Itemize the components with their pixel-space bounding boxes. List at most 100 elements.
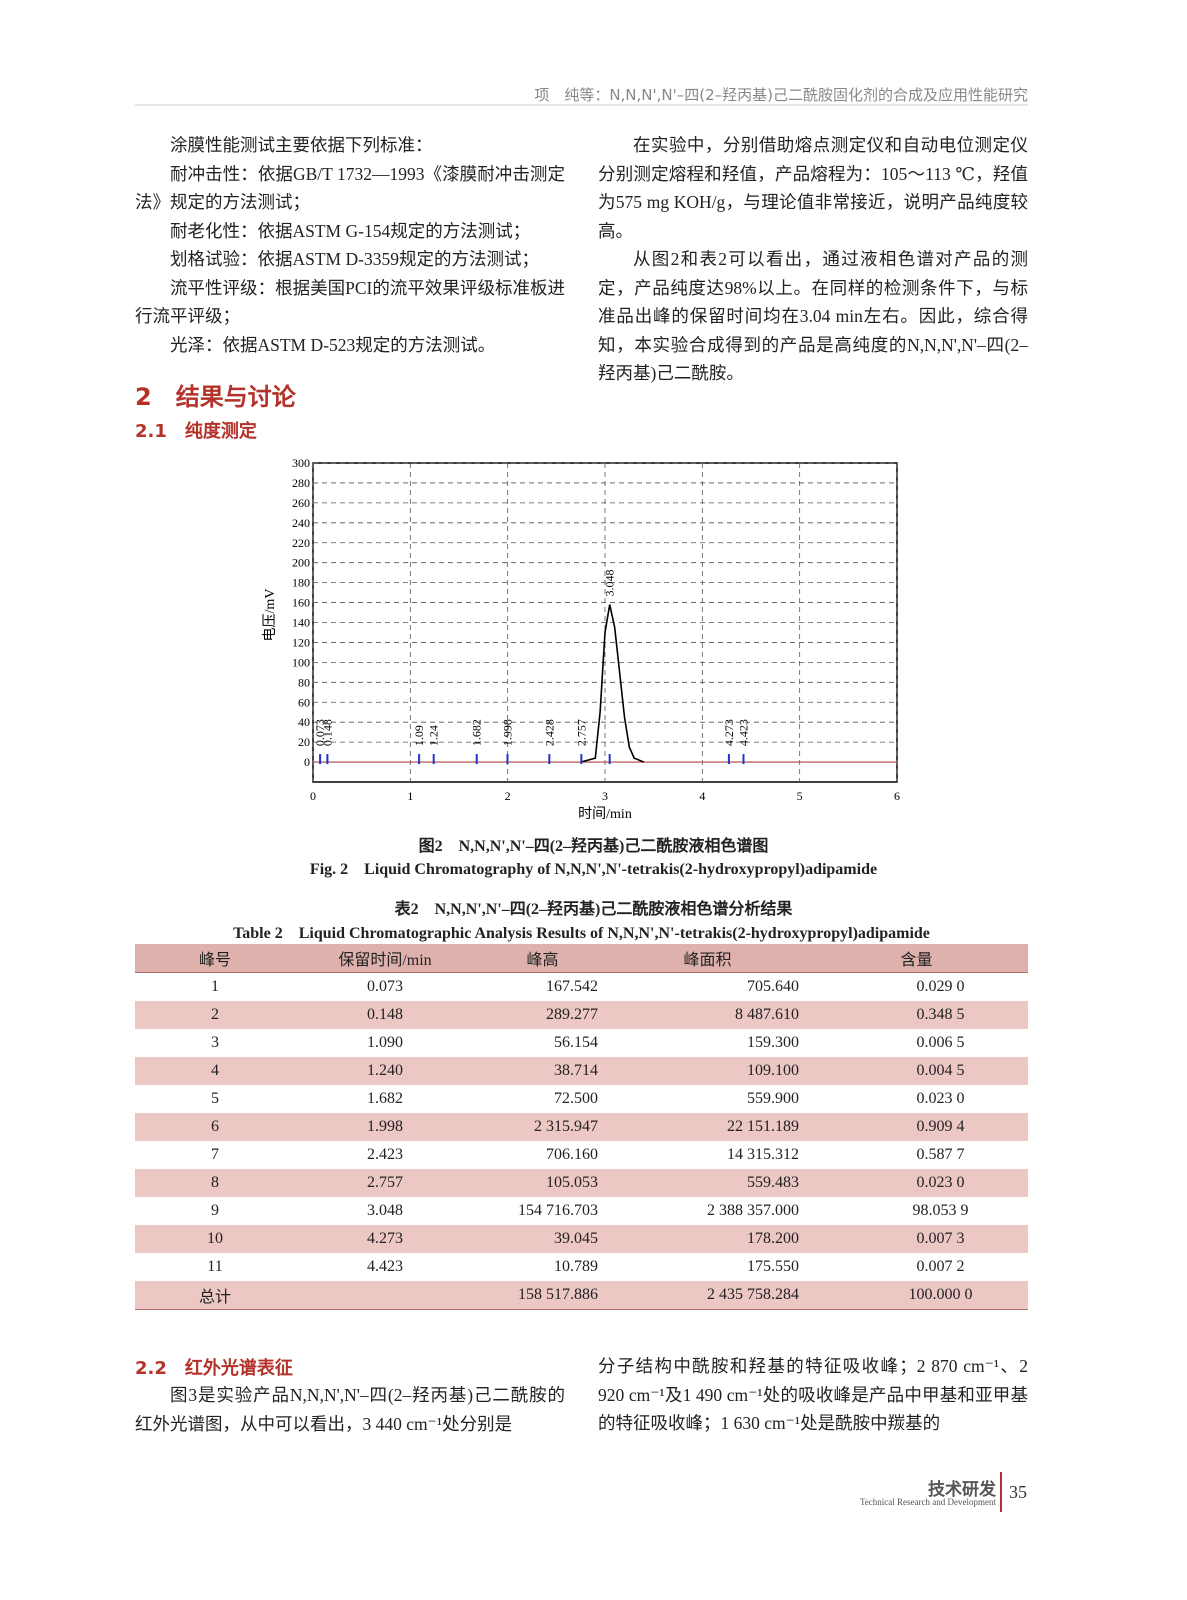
- peak-label: 2.428: [542, 719, 556, 746]
- table-cell: 5: [211, 1090, 219, 1107]
- x-tick-label: 4: [699, 789, 705, 803]
- results-table: 峰号 保留时间/min 峰高 峰面积 含量 1 0.073 167.542 705.640 0.…: [135, 944, 1028, 1310]
- y-tick-label: 140: [292, 616, 310, 630]
- table-cell: 10.789: [554, 1258, 598, 1275]
- table-cell: 0.006 5: [916, 1034, 965, 1051]
- right-column: 在实验中，分别借助熔点测定仪和自动电位测定仪分别测定熔程和羟值，产品熔程为：10…: [598, 131, 1028, 388]
- table-cell: 100.000 0: [805, 1281, 1028, 1310]
- x-tick-label: 0: [310, 789, 316, 803]
- subsection-heading: 2.2 红外光谱表征: [135, 1358, 293, 1379]
- table-cell: 154 716.703: [518, 1202, 598, 1219]
- table-row: 2 0.148 289.277 8 487.610 0.348 5: [135, 1001, 1028, 1029]
- table-cell: 8: [135, 1169, 295, 1197]
- subsection-heading: 2.1 纯度测定: [135, 421, 257, 442]
- paragraph: 在实验中，分别借助熔点测定仪和自动电位测定仪分别测定熔程和羟值，产品熔程为：10…: [598, 135, 1028, 241]
- table-cell: 109.100: [610, 1057, 805, 1085]
- column-header: 峰号: [135, 944, 295, 973]
- table-caption-cn: 表2 N,N,N',N'–四(2–羟丙基)己二酰胺液相色谱分析结果: [394, 901, 793, 918]
- table-cell: 11: [207, 1258, 223, 1275]
- x-tick-label: 2: [505, 789, 511, 803]
- table-cell: 0.023 0: [916, 1090, 965, 1107]
- y-tick-label: 160: [292, 596, 310, 610]
- table-cell: 0.587 7: [916, 1146, 965, 1163]
- table-cell: 178.200: [610, 1225, 805, 1253]
- figure-caption-cn: 图2 N,N,N',N'–四(2–羟丙基)己二酰胺液相色谱图: [418, 838, 769, 855]
- paragraph: 光泽：依据ASTM D-523规定的方法测试。: [170, 334, 496, 355]
- peak-label: 1.682: [470, 719, 484, 746]
- table-row: 11 4.423 10.789 175.550 0.007 2: [135, 1253, 1028, 1281]
- paragraph: 流平性评级：根据美国PCI的流平效果评级标准板进行流平评级；: [135, 277, 565, 327]
- table-cell: 2: [135, 1001, 295, 1029]
- x-tick-label: 5: [797, 789, 803, 803]
- table-cell: 10: [135, 1225, 295, 1253]
- table-cell: 0.007 3: [805, 1225, 1028, 1253]
- y-tick-label: 240: [292, 516, 310, 530]
- table-row: 4 1.240 38.714 109.100 0.004 5: [135, 1057, 1028, 1085]
- y-axis-label: 电压/mV: [262, 589, 278, 642]
- left-column: 涂膜性能测试主要依据下列标准： 耐冲击性：依据GB/T 1732—1993《漆膜耐…: [135, 131, 565, 359]
- y-tick-label: 20: [298, 735, 310, 749]
- paragraph: 耐老化性：依据ASTM G-154规定的方法测试；: [170, 220, 531, 241]
- table-cell: 159.300: [747, 1034, 799, 1051]
- peak-label: 1.09: [412, 725, 426, 746]
- table-cell: 72.500: [554, 1090, 598, 1107]
- table-cell: 4.273: [295, 1225, 475, 1253]
- running-title: 项 纯等：N,N,N',N'–四(2–羟丙基)己二酰胺固化剂的合成及应用性能研究: [534, 86, 1028, 104]
- table-cell: 0.004 5: [805, 1057, 1028, 1085]
- table-cell: 14 315.312: [727, 1146, 799, 1163]
- table-cell: 105.053: [475, 1169, 610, 1197]
- table-cell: 158 517.886: [475, 1281, 610, 1310]
- peak-label: 0.073: [313, 719, 327, 746]
- table-cell: 22 151.189: [610, 1113, 805, 1141]
- paragraph: 分子结构中酰胺和羟基的特征吸收峰；2 870 cm⁻¹、2 920 cm⁻¹及1…: [598, 1356, 1028, 1433]
- table-cell: 6: [135, 1113, 295, 1141]
- right-column: 分子结构中酰胺和羟基的特征吸收峰；2 870 cm⁻¹、2 920 cm⁻¹及1…: [598, 1352, 1028, 1438]
- paragraph: 划格试验：依据ASTM D-3359规定的方法测试；: [170, 249, 539, 269]
- table-cell: 4: [135, 1057, 295, 1085]
- peak-label: 2.757: [574, 719, 588, 746]
- table-cell: 3: [211, 1034, 219, 1051]
- table-row: 10 4.273 39.045 178.200 0.007 3: [135, 1225, 1028, 1253]
- y-tick-label: 300: [292, 456, 310, 470]
- column-header: 峰面积: [610, 944, 805, 973]
- table-cell: 4.423: [367, 1258, 403, 1275]
- table-cell: 1.090: [367, 1034, 403, 1051]
- table-cell: 98.053 9: [912, 1202, 969, 1219]
- table-cell: 2 435 758.284: [610, 1281, 805, 1310]
- y-tick-label: 0: [304, 755, 310, 769]
- table-cell: 39.045: [475, 1225, 610, 1253]
- table-cell: 0.909 4: [805, 1113, 1028, 1141]
- y-tick-label: 80: [298, 675, 310, 689]
- y-tick-label: 280: [292, 476, 310, 490]
- table-cell: 1.682: [367, 1090, 403, 1107]
- table-cell: 1.240: [295, 1057, 475, 1085]
- page-number: 35: [1009, 1482, 1027, 1502]
- paragraph: 图3是实验产品N,N,N',N'–四(2–羟丙基)己二酰胺的红外光谱图，从中可以…: [135, 1385, 565, 1434]
- table-cell: 0.007 2: [916, 1258, 965, 1275]
- table-cell: 2 315.947: [475, 1113, 610, 1141]
- footer-section-en: Technical Research and Development: [859, 1497, 996, 1507]
- table-caption-en: Table 2 Liquid Chromatographic Analysis …: [233, 925, 930, 942]
- peak-label: 4.273: [722, 719, 736, 746]
- table-row: 8 2.757 105.053 559.483 0.023 0: [135, 1169, 1028, 1197]
- column-header: 含量: [805, 944, 1028, 973]
- table-row: 总计 158 517.886 2 435 758.284 100.000 0: [135, 1281, 1028, 1310]
- table-cell: 0.148: [295, 1001, 475, 1029]
- column-header: 保留时间/min: [295, 944, 475, 973]
- table-row: 1 0.073 167.542 705.640 0.029 0: [135, 973, 1028, 1002]
- table-cell: 总计: [135, 1281, 295, 1310]
- table-cell: 0.073: [367, 978, 403, 995]
- table-cell: 8 487.610: [610, 1001, 805, 1029]
- y-tick-label: 120: [292, 635, 310, 649]
- table-row: 9 3.048 154 716.703 2 388 357.000 98.053 9: [135, 1197, 1028, 1225]
- table-cell: 559.900: [747, 1090, 799, 1107]
- footer-rule: [1000, 1472, 1002, 1512]
- table-cell: 3.048: [367, 1202, 403, 1219]
- paragraph: 从图2和表2可以看出，通过液相色谱对产品的测定，产品纯度达98%以上。在同样的检…: [598, 249, 1028, 383]
- table-cell: 0.348 5: [805, 1001, 1028, 1029]
- y-tick-label: 220: [292, 536, 310, 550]
- column-header: 峰高: [475, 944, 610, 973]
- peak-label: 3.048: [603, 570, 617, 597]
- section-heading: 2 结果与讨论: [135, 383, 296, 411]
